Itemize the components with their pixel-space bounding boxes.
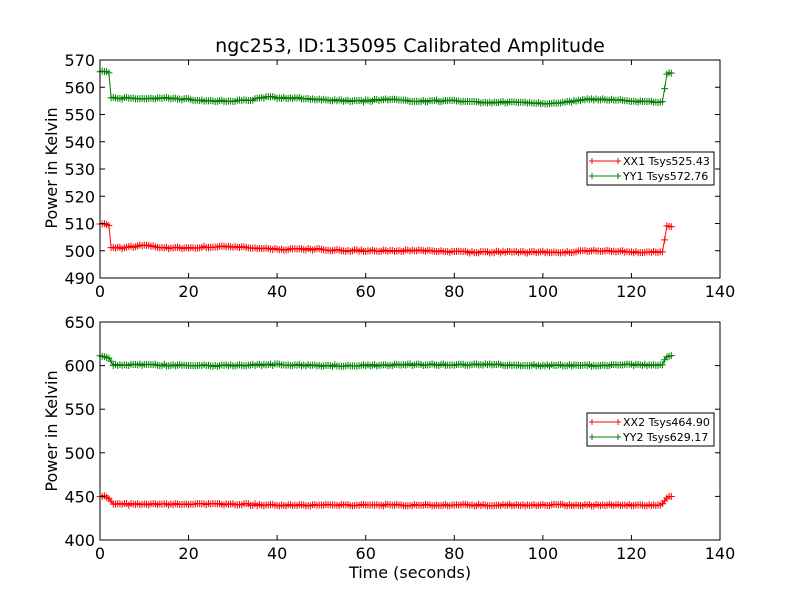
series-markers-1-1	[96, 352, 675, 370]
x-tick-label: 120	[616, 282, 647, 301]
x-tick-label: 40	[267, 544, 287, 563]
x-tick-label: 100	[528, 282, 559, 301]
legend-marker	[615, 158, 621, 164]
series-0-0	[96, 219, 675, 257]
bottom-axis-ticks: 0 20 40 60 80 100 120 140 400 450 500 550 600 650	[64, 313, 735, 563]
point-marker	[658, 98, 666, 106]
x-tick-label: 40	[267, 282, 287, 301]
legend-entry: XX2 Tsys464.90	[589, 416, 710, 429]
y-tick-label: 490	[64, 269, 95, 288]
legend-label: XX1 Tsys525.43	[623, 155, 710, 168]
top-chart-title: ngc253, ID:135095 Calibrated Amplitude	[215, 35, 605, 57]
bottom-plot-frame	[99, 321, 721, 541]
y-tick-label: 510	[64, 215, 95, 234]
point-marker	[105, 69, 113, 77]
legend-entry: XX1 Tsys525.43	[589, 155, 710, 168]
x-tick-label: 80	[444, 282, 464, 301]
top-axis-ticks: 0 20 40 60 80 100 120 140 490 500 510 520 530 540 550 5…	[64, 51, 735, 301]
y-tick-label: 650	[64, 313, 95, 332]
legend-marker	[589, 419, 595, 425]
y-tick-label: 520	[64, 187, 95, 206]
x-tick-label: 20	[178, 544, 198, 563]
y-tick-label: 600	[64, 357, 95, 376]
point-marker	[658, 361, 666, 369]
top-plot-marks	[96, 67, 675, 257]
legend-box	[586, 412, 715, 447]
x-tick-label: 0	[95, 544, 105, 563]
y-tick-label: 570	[64, 51, 95, 70]
x-tick-label: 80	[444, 544, 464, 563]
x-tick-label: 0	[95, 282, 105, 301]
series-0-1	[96, 67, 675, 108]
point-marker	[105, 222, 113, 230]
legend-label: YY2 Tsys629.17	[622, 431, 708, 444]
bottom-x-axis-label: Time (seconds)	[348, 563, 471, 582]
bottom-legend: XX2 Tsys464.90 YY2 Tsys629.17	[586, 412, 715, 447]
legend-marker	[589, 434, 595, 440]
legend-label: YY1 Tsys572.76	[622, 170, 708, 183]
point-marker	[667, 69, 675, 77]
x-tick-label: 100	[528, 544, 559, 563]
point-marker	[667, 352, 675, 360]
point-marker	[661, 85, 669, 93]
legend-box	[586, 151, 715, 186]
point-marker	[107, 357, 115, 365]
y-tick-label: 540	[64, 133, 95, 152]
point-marker	[667, 223, 675, 231]
series-1-0	[96, 492, 675, 510]
legend-marker	[589, 173, 595, 179]
series-markers-1-0	[96, 492, 675, 510]
series-1-1	[96, 352, 675, 370]
legend-entry: YY2 Tsys629.17	[589, 431, 708, 444]
x-tick-label: 120	[616, 544, 647, 563]
point-marker	[658, 248, 666, 256]
series-markers-0-0	[96, 219, 675, 257]
series-markers-0-1	[96, 67, 675, 108]
bottom-y-axis-label: Power in Kelvin	[42, 370, 61, 491]
y-tick-label: 550	[64, 106, 95, 125]
point-marker	[667, 493, 675, 501]
legend-label: XX2 Tsys464.90	[623, 416, 710, 429]
legend-entry: YY1 Tsys572.76	[589, 170, 708, 183]
bottom-plot-marks	[96, 352, 675, 510]
legend-marker	[615, 419, 621, 425]
y-tick-label: 530	[64, 160, 95, 179]
x-tick-label: 60	[356, 544, 376, 563]
top-legend: XX1 Tsys525.43 YY1 Tsys572.76	[586, 151, 715, 186]
x-tick-label: 60	[356, 282, 376, 301]
y-tick-label: 500	[64, 444, 95, 463]
top-y-axis-label: Power in Kelvin	[42, 107, 61, 228]
point-marker	[661, 236, 669, 244]
y-tick-label: 500	[64, 242, 95, 261]
legend-marker	[589, 158, 595, 164]
y-tick-label: 550	[64, 400, 95, 419]
top-subplot: ngc253, ID:135095 Calibrated Amplitude P…	[42, 35, 735, 301]
x-tick-label: 140	[705, 544, 736, 563]
x-tick-label: 20	[178, 282, 198, 301]
y-tick-label: 560	[64, 78, 95, 97]
bottom-subplot: Time (seconds) Power in Kelvin 0 20 40 60 80…	[42, 313, 735, 582]
legend-marker	[615, 434, 621, 440]
x-tick-label: 140	[705, 282, 736, 301]
legend-marker	[615, 173, 621, 179]
y-tick-label: 400	[64, 531, 95, 550]
y-tick-label: 450	[64, 487, 95, 506]
